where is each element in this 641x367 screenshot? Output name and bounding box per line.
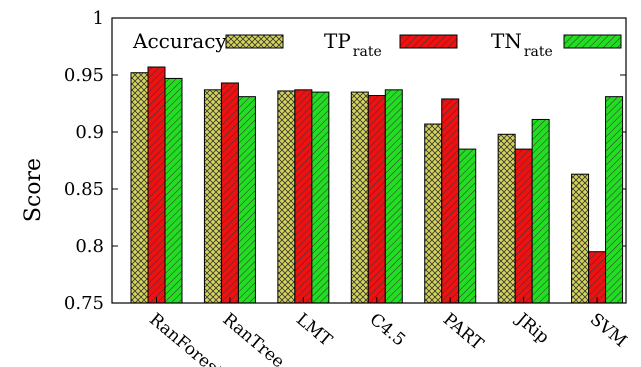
y-tick-label: 0.9 (75, 122, 104, 143)
x-tick-label: LMT (292, 310, 336, 351)
plot-frame (111, 17, 627, 304)
bar-tp-ranforest (147, 66, 166, 304)
y-axis-title: Score (21, 158, 46, 222)
bar-tp-rantree (220, 82, 239, 304)
bar-accuracy-jrip (497, 133, 516, 304)
x-tick-label: SVM (586, 310, 631, 352)
bar-tn-rantree (237, 96, 256, 304)
legend: Accuracy TP rate TN rate (132, 29, 622, 60)
y-tick-label: 0.75 (64, 293, 104, 314)
y-tick-label: 0.95 (64, 65, 104, 86)
bar-tn-ranforest (164, 77, 183, 304)
bar-tp-jrip (514, 148, 533, 304)
bar-accuracy-rantree (203, 89, 222, 304)
bar-tp-svm (588, 251, 607, 304)
bar-tn-c45 (384, 89, 403, 304)
bar-accuracy-c45 (350, 91, 369, 304)
x-tick-label: RanForest (145, 310, 226, 367)
y-tick-label: 0.85 (64, 179, 104, 200)
bar-accuracy-ranforest (130, 72, 149, 304)
bar-accuracy-svm (571, 173, 590, 304)
bar-tn-part (458, 148, 477, 304)
x-tick-label: C4.5 (366, 310, 410, 351)
bar-tp-part (441, 98, 460, 304)
y-tick-label: 0.8 (75, 236, 104, 257)
bar-tp-lmt (294, 89, 313, 304)
legend-label-tn: TN rate (491, 29, 553, 60)
bars-group (130, 66, 624, 304)
y-tick-label: 1 (93, 8, 104, 29)
x-tick-label: PART (439, 310, 488, 355)
legend-swatch-tp (399, 34, 458, 49)
bar-tp-c45 (367, 95, 386, 304)
bar-accuracy-lmt (277, 90, 296, 304)
bar-tn-svm (605, 96, 624, 304)
x-tick-label: RanTree (219, 310, 288, 367)
legend-label-accuracy: Accuracy (132, 29, 227, 53)
x-tick-label: JRip (511, 308, 553, 348)
bar-tn-lmt (311, 91, 330, 304)
legend-swatch-tn (563, 34, 622, 49)
bar-accuracy-part (424, 123, 443, 304)
legend-label-tp: TP rate (324, 29, 382, 60)
legend-swatch-accuracy (225, 34, 284, 49)
bar-tn-jrip (531, 118, 550, 304)
